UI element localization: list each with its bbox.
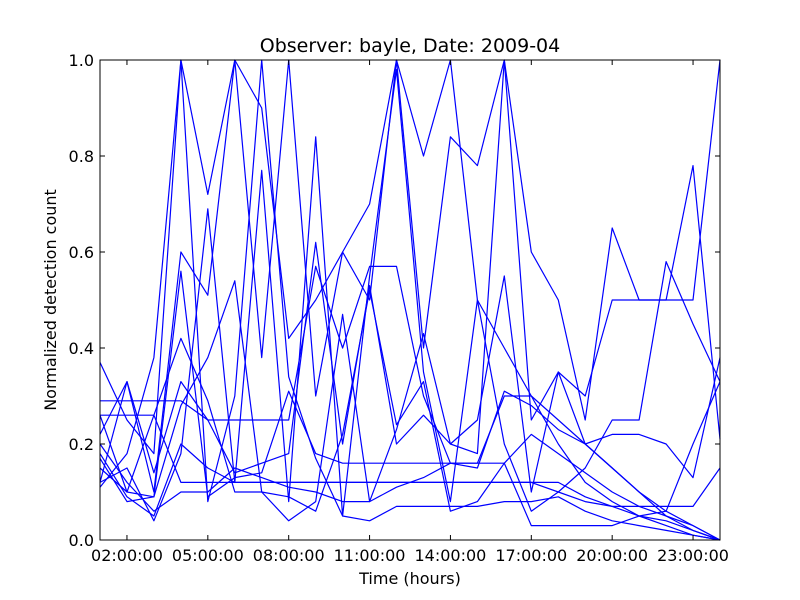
series-line-12 — [99, 59, 721, 541]
x-axis-label: Time (hours) — [358, 569, 461, 588]
y-tick-label: 0.2 — [69, 435, 94, 454]
x-tick-label: 08:00:00 — [253, 546, 325, 565]
series-line-2 — [100, 265, 721, 541]
series-line-9 — [99, 289, 721, 527]
series-line-11 — [99, 59, 721, 522]
x-tick-label: 02:00:00 — [91, 546, 163, 565]
series-line-7 — [99, 241, 721, 493]
x-tick-label: 11:00:00 — [334, 546, 406, 565]
y-tick-label: 0.4 — [69, 339, 94, 358]
x-tick-label: 23:00:00 — [657, 546, 729, 565]
y-tick-label: 0.0 — [69, 531, 94, 550]
y-tick-label: 1.0 — [69, 51, 94, 70]
chart-title: Observer: bayle, Date: 2009-04 — [260, 35, 561, 57]
x-tick-label: 17:00:00 — [495, 546, 567, 565]
x-axis-ticks: 02:00:00 05:00:00 08:00:00 11:00:00 14:00:00… — [91, 60, 729, 565]
x-tick-label: 20:00:00 — [576, 546, 648, 565]
series-line-6 — [99, 270, 721, 541]
y-axis-ticks: 0.0 0.2 0.4 0.6 0.8 1.0 — [69, 51, 720, 550]
x-tick-label: 14:00:00 — [415, 546, 487, 565]
plot-frame — [99, 59, 721, 541]
y-tick-label: 0.8 — [69, 147, 94, 166]
y-tick-label: 0.6 — [69, 243, 94, 262]
y-axis-label: Normalized detection count — [41, 189, 60, 411]
series-line-3 — [99, 59, 721, 493]
x-tick-label: 05:00:00 — [172, 546, 244, 565]
series-line-10 — [100, 414, 721, 541]
series-line-8 — [99, 68, 721, 522]
series-layer — [99, 59, 721, 541]
